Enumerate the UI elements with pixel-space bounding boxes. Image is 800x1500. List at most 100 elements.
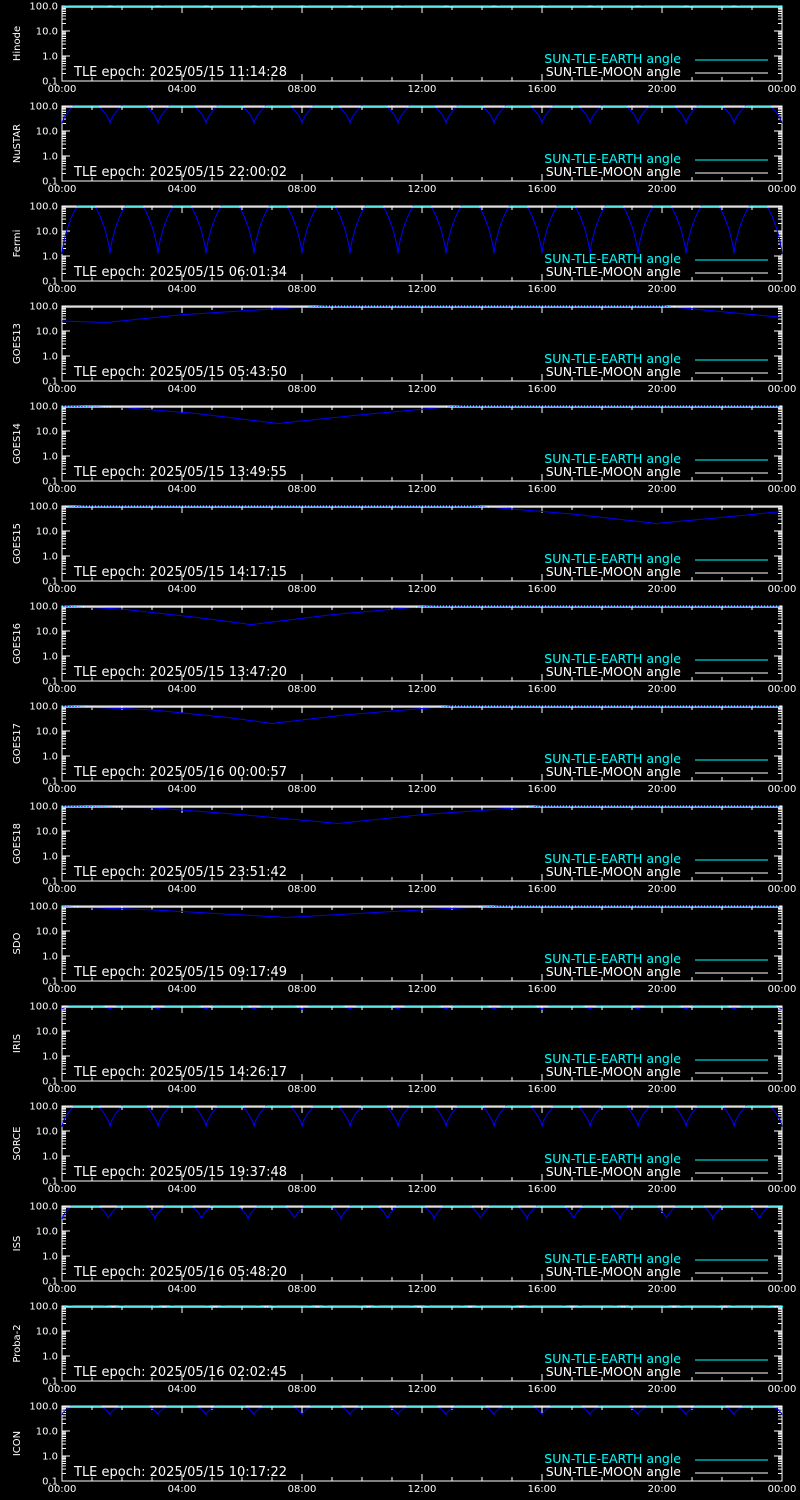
x-tick-label: 00:00 xyxy=(768,384,797,395)
x-tick-label: 12:00 xyxy=(408,1384,437,1395)
x-tick-label: 08:00 xyxy=(288,1184,317,1195)
tle-epoch-label: TLE epoch: 2025/05/15 13:49:55 xyxy=(73,465,287,480)
y-tick-label: 1.0 xyxy=(42,652,58,663)
x-tick-label: 16:00 xyxy=(528,184,557,195)
orbit-angle-line xyxy=(61,805,779,825)
y-tick-label: 100.0 xyxy=(29,1202,58,1213)
legend-moon-label: SUN-TLE-MOON angle xyxy=(546,564,682,579)
satellite-label: IRIS xyxy=(12,1034,23,1053)
y-tick-label: 0.1 xyxy=(42,1077,58,1088)
y-tick-label: 10.0 xyxy=(36,827,58,838)
y-tick-label: 0.1 xyxy=(42,1277,58,1288)
x-tick-label: 20:00 xyxy=(648,384,677,395)
x-tick-label: 00:00 xyxy=(768,84,797,95)
x-tick-label: 00:00 xyxy=(768,884,797,895)
x-tick-label: 08:00 xyxy=(288,1284,317,1295)
orbit-angle-line xyxy=(61,505,780,525)
y-tick-label: 10.0 xyxy=(36,1227,58,1238)
x-tick-label: 00:00 xyxy=(48,684,77,695)
satellite-label: GOES18 xyxy=(12,823,23,864)
x-tick-label: 04:00 xyxy=(168,784,197,795)
chart-panel-hinode: 100.010.01.00.100:00 04:00 08:00 12:00 16:00… xyxy=(12,2,796,96)
satellite-label: SORCE xyxy=(12,1127,23,1161)
y-tick-label: 1.0 xyxy=(42,252,58,263)
x-tick-label: 00:00 xyxy=(48,584,77,595)
y-tick-label: 100.0 xyxy=(29,302,58,313)
legend-moon-label: SUN-TLE-MOON angle xyxy=(546,664,682,679)
tle-epoch-label: TLE epoch: 2025/05/15 23:51:42 xyxy=(73,865,287,880)
x-tick-label: 12:00 xyxy=(408,1184,437,1195)
satellite-label: NuSTAR xyxy=(12,124,23,163)
legend-moon-label: SUN-TLE-MOON angle xyxy=(546,1164,682,1179)
x-tick-label: 00:00 xyxy=(48,784,77,795)
x-tick-label: 04:00 xyxy=(168,384,197,395)
x-tick-label: 16:00 xyxy=(528,684,557,695)
x-tick-label: 20:00 xyxy=(648,1084,677,1095)
x-tick-label: 04:00 xyxy=(168,284,197,295)
y-tick-label: 1.0 xyxy=(42,852,58,863)
legend-earth-label: SUN-TLE-EARTH angle xyxy=(544,751,681,766)
y-tick-label: 1.0 xyxy=(42,452,58,463)
x-tick-label: 04:00 xyxy=(168,184,197,195)
tle-epoch-label: TLE epoch: 2025/05/16 05:48:20 xyxy=(73,1265,287,1280)
x-tick-label: 08:00 xyxy=(288,384,317,395)
legend-moon-label: SUN-TLE-MOON angle xyxy=(546,964,682,979)
sun-earth-angle-line xyxy=(73,1105,772,1108)
x-tick-label: 20:00 xyxy=(648,684,677,695)
y-tick-label: 10.0 xyxy=(36,1127,58,1138)
legend-earth-label: SUN-TLE-EARTH angle xyxy=(544,951,681,966)
legend-earth-label: SUN-TLE-EARTH angle xyxy=(544,451,681,466)
satellite-label: Fermi xyxy=(12,230,23,258)
y-tick-label: 1.0 xyxy=(42,1052,58,1063)
legend-earth-label: SUN-TLE-EARTH angle xyxy=(544,1251,681,1266)
legend-earth-label: SUN-TLE-EARTH angle xyxy=(544,51,681,66)
y-tick-label: 100.0 xyxy=(29,902,58,913)
legend-earth-label: SUN-TLE-EARTH angle xyxy=(544,1351,681,1366)
x-tick-label: 20:00 xyxy=(648,284,677,295)
satellite-label: GOES15 xyxy=(12,523,23,564)
x-tick-label: 16:00 xyxy=(528,1484,557,1495)
y-tick-label: 0.1 xyxy=(42,1377,58,1388)
chart-panel-goes14: 100.010.01.00.100:00 04:00 08:00 12:00 16:00… xyxy=(12,402,796,496)
satellite-label: Hinode xyxy=(12,26,23,61)
orbit-angle-line xyxy=(62,305,780,323)
x-tick-label: 00:00 xyxy=(48,884,77,895)
sun-earth-angle-line xyxy=(62,905,780,908)
x-tick-label: 08:00 xyxy=(288,784,317,795)
y-tick-label: 10.0 xyxy=(36,1427,58,1438)
x-tick-label: 04:00 xyxy=(168,1384,197,1395)
x-tick-label: 12:00 xyxy=(408,1284,437,1295)
x-tick-label: 04:00 xyxy=(168,84,197,95)
sun-earth-angle-line xyxy=(62,705,780,708)
x-tick-label: 16:00 xyxy=(528,984,557,995)
x-tick-label: 00:00 xyxy=(48,84,77,95)
x-tick-label: 00:00 xyxy=(768,484,797,495)
y-tick-label: 1.0 xyxy=(42,152,58,163)
y-tick-label: 10.0 xyxy=(36,1027,58,1038)
x-tick-label: 12:00 xyxy=(408,384,437,395)
x-tick-label: 00:00 xyxy=(768,584,797,595)
x-tick-label: 00:00 xyxy=(48,1384,77,1395)
y-tick-label: 0.1 xyxy=(42,577,58,588)
x-tick-label: 12:00 xyxy=(408,784,437,795)
y-tick-label: 0.1 xyxy=(42,77,58,88)
y-tick-label: 10.0 xyxy=(36,1327,58,1338)
x-tick-label: 16:00 xyxy=(528,884,557,895)
orbit-angle-line xyxy=(61,905,779,918)
orbit-angle-line xyxy=(61,705,779,725)
y-tick-label: 0.1 xyxy=(42,277,58,288)
y-tick-label: 100.0 xyxy=(29,1402,58,1413)
satellite-label: GOES16 xyxy=(12,623,23,664)
x-tick-label: 08:00 xyxy=(288,984,317,995)
x-tick-label: 00:00 xyxy=(48,1284,77,1295)
x-tick-label: 16:00 xyxy=(528,384,557,395)
x-tick-label: 08:00 xyxy=(288,84,317,95)
x-tick-label: 20:00 xyxy=(648,1284,677,1295)
x-tick-label: 16:00 xyxy=(528,284,557,295)
legend-earth-label: SUN-TLE-EARTH angle xyxy=(544,1051,681,1066)
y-tick-label: 100.0 xyxy=(29,1002,58,1013)
x-tick-label: 12:00 xyxy=(408,484,437,495)
orbit-angle-line xyxy=(61,605,779,626)
x-tick-label: 00:00 xyxy=(768,184,797,195)
chart-panel-goes13: 100.010.01.00.100:00 04:00 08:00 12:00 16:00… xyxy=(12,302,796,396)
